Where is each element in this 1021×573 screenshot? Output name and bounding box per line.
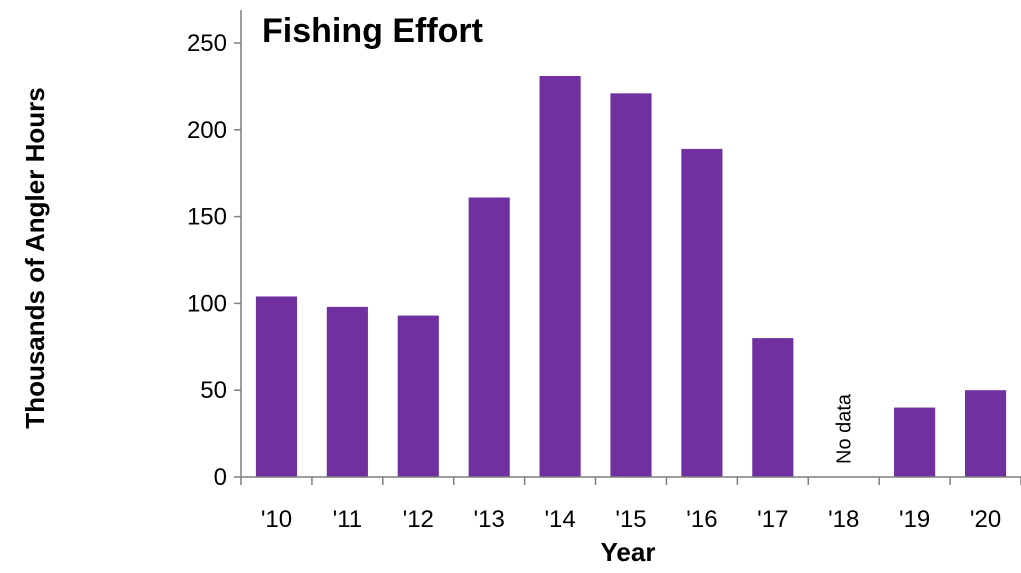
bar bbox=[964, 390, 1007, 477]
x-tick-label: '18 bbox=[828, 506, 859, 533]
y-axis-title: Thousands of Angler Hours bbox=[20, 87, 50, 428]
y-tick-label: 100 bbox=[187, 290, 227, 317]
bar bbox=[468, 197, 510, 477]
x-axis-title: Year bbox=[601, 537, 656, 567]
bar bbox=[255, 296, 298, 477]
x-tick-label: '17 bbox=[757, 506, 788, 533]
y-tick-label: 150 bbox=[187, 204, 227, 231]
y-tick-label: 200 bbox=[187, 117, 227, 144]
bars-group bbox=[255, 75, 1007, 478]
bar bbox=[894, 407, 936, 477]
bar bbox=[681, 148, 723, 477]
x-tick-label: '11 bbox=[333, 506, 363, 533]
y-tick-label: 0 bbox=[214, 464, 227, 491]
y-tick-label: 50 bbox=[200, 377, 227, 404]
y-ticks-group: 0 50 100 150 200 250 bbox=[187, 30, 241, 491]
x-tick-label: '15 bbox=[615, 506, 646, 533]
no-data-annotation: No data bbox=[834, 393, 856, 464]
chart-title: Fishing Effort bbox=[262, 12, 483, 50]
x-tick-label: '12 bbox=[403, 506, 434, 533]
x-tick-label: '10 bbox=[261, 506, 292, 533]
x-tick-label: '14 bbox=[544, 506, 575, 533]
bar bbox=[397, 315, 439, 477]
x-tick-label: '19 bbox=[899, 506, 930, 533]
x-ticks-group: '10 '11 '12 '13 '14 '15 '16 '17 '18 '19 '20 bbox=[240, 477, 1021, 533]
x-tick-label: '16 bbox=[686, 506, 717, 533]
x-tick-label: '20 bbox=[970, 506, 1001, 533]
bar bbox=[326, 306, 368, 477]
x-tick-label: '13 bbox=[474, 506, 505, 533]
bar bbox=[539, 75, 581, 477]
bar bbox=[610, 93, 652, 478]
y-tick-label: 250 bbox=[187, 30, 227, 57]
bar bbox=[752, 338, 794, 477]
annotations-group: No data bbox=[834, 393, 856, 464]
